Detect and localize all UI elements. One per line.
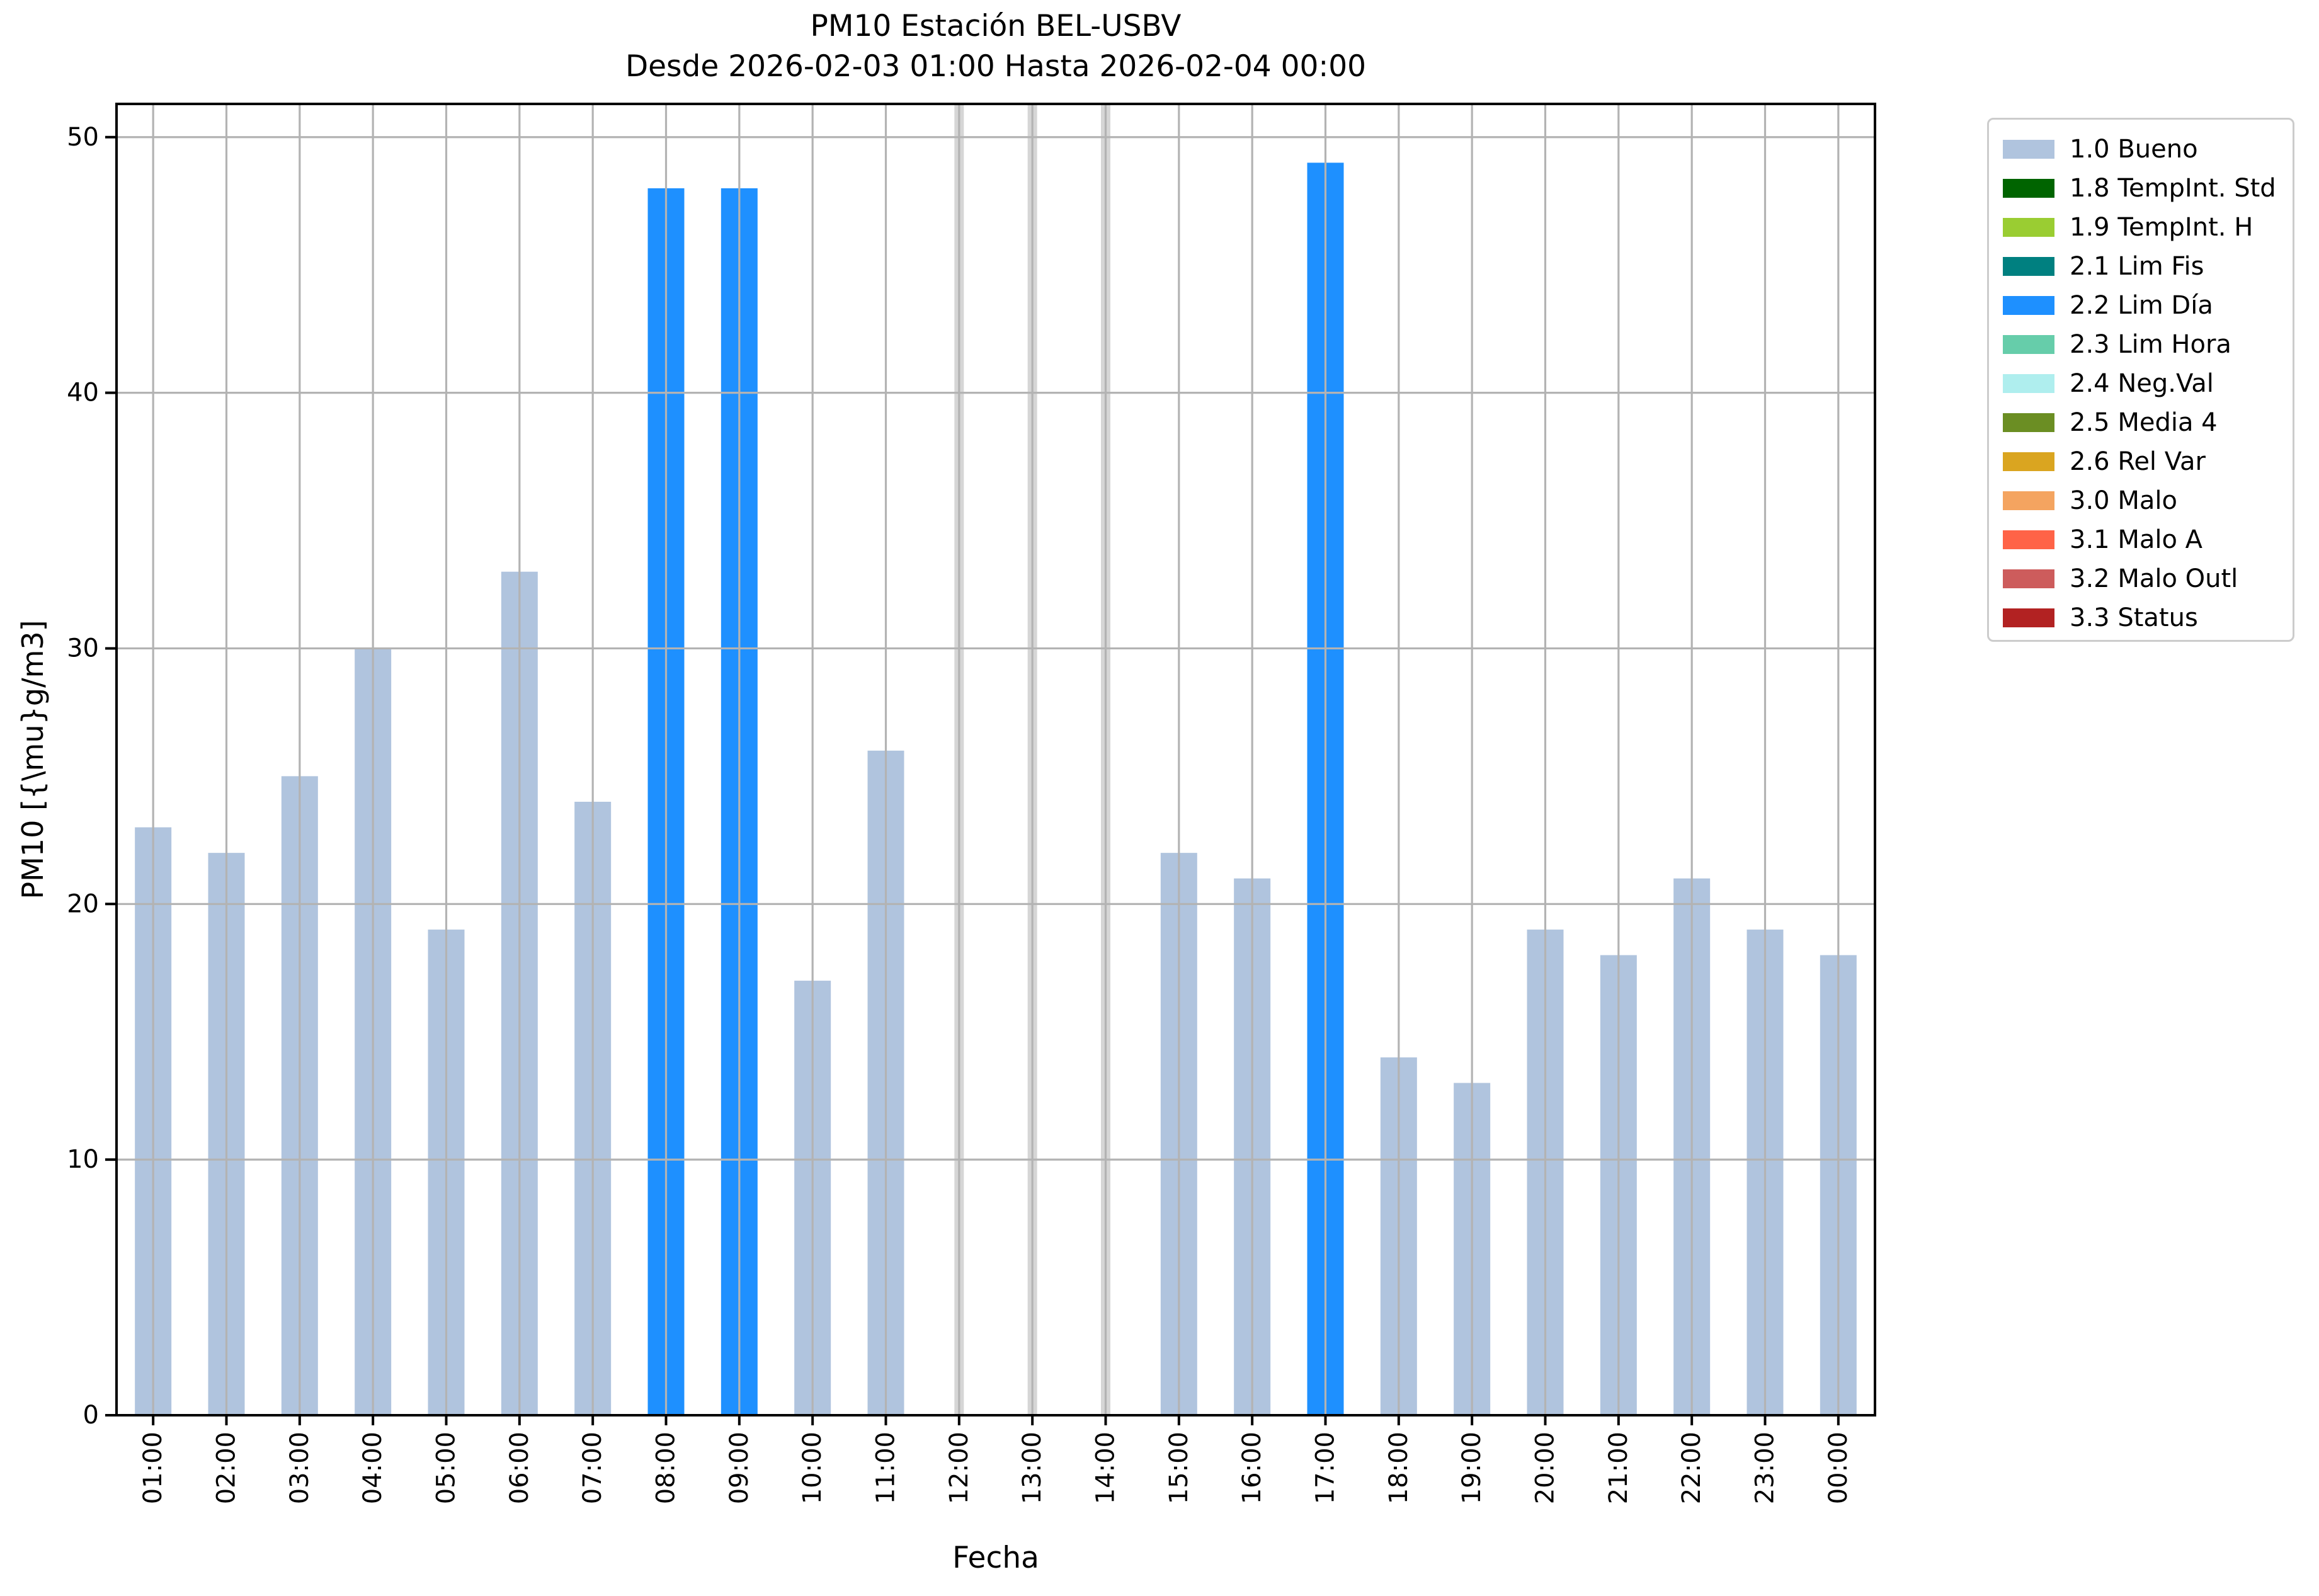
legend: 1.0 Bueno 1.8 TempInt. Std 1.9 TempInt. H 2…: [1987, 118, 2294, 642]
y-tick-label-20: 20: [67, 889, 99, 918]
legend-swatch-icon: [2003, 140, 2054, 159]
x-tick-label-00:00: 00:00: [1824, 1432, 1853, 1504]
x-tick-label-12:00: 12:00: [945, 1432, 974, 1504]
legend-item-label: 3.0 Malo: [2070, 486, 2177, 515]
x-tick-label-10:00: 10:00: [798, 1432, 827, 1504]
legend-item-label: 3.1 Malo A: [2070, 525, 2203, 554]
axes-border: [115, 103, 1876, 1416]
legend-swatch-icon: [2003, 413, 2054, 432]
x-tick-label-22:00: 22:00: [1677, 1432, 1706, 1504]
x-tick-label-18:00: 18:00: [1384, 1432, 1413, 1504]
legend-item: 1.8 TempInt. Std: [2003, 169, 2293, 208]
legend-item-label: 2.5 Media 4: [2070, 408, 2218, 437]
legend-item: 2.1 Lim Fis: [2003, 247, 2293, 286]
title-block: PM10 Estación BEL-USBV Desde 2026-02-03 …: [117, 6, 1875, 87]
y-tick-label-0: 0: [83, 1401, 99, 1430]
legend-item: 2.3 Lim Hora: [2003, 325, 2293, 364]
x-tick-label-20:00: 20:00: [1531, 1432, 1560, 1504]
legend-swatch-icon: [2003, 569, 2054, 588]
chart-title: PM10 Estación BEL-USBV: [810, 9, 1182, 43]
legend-swatch-icon: [2003, 452, 2054, 471]
legend-item: 2.2 Lim Día: [2003, 286, 2293, 325]
legend-item: 2.6 Rel Var: [2003, 442, 2293, 481]
x-axis-label: Fecha: [952, 1541, 1039, 1575]
x-tick-label-15:00: 15:00: [1165, 1432, 1194, 1504]
x-tick-label-21:00: 21:00: [1604, 1432, 1633, 1504]
chart-subtitle: Desde 2026-02-03 01:00 Hasta 2026-02-04 …: [625, 49, 1367, 84]
x-tick-label-04:00: 04:00: [358, 1432, 387, 1504]
x-tick-label-16:00: 16:00: [1238, 1432, 1267, 1504]
legend-swatch-icon: [2003, 179, 2054, 198]
x-tick-label-09:00: 09:00: [725, 1432, 754, 1504]
x-tick-label-07:00: 07:00: [578, 1432, 607, 1504]
legend-swatch-icon: [2003, 218, 2054, 237]
legend-swatch-icon: [2003, 608, 2054, 627]
legend-item-label: 2.1 Lim Fis: [2070, 252, 2204, 281]
x-tick-label-03:00: 03:00: [285, 1432, 314, 1504]
x-tick-label-14:00: 14:00: [1091, 1432, 1120, 1504]
x-tick-label-06:00: 06:00: [505, 1432, 534, 1504]
legend-swatch-icon: [2003, 374, 2054, 393]
legend-swatch-icon: [2003, 335, 2054, 354]
legend-swatch-icon: [2003, 257, 2054, 276]
x-tick-label-01:00: 01:00: [139, 1432, 168, 1504]
legend-item: 3.0 Malo: [2003, 481, 2293, 520]
legend-item-label: 3.3 Status: [2070, 603, 2198, 632]
legend-item-label: 2.2 Lim Día: [2070, 291, 2213, 320]
legend-item-label: 1.0 Bueno: [2070, 135, 2198, 164]
legend-item: 3.2 Malo Outl: [2003, 559, 2293, 598]
x-tick-label-08:00: 08:00: [652, 1432, 681, 1504]
legend-swatch-icon: [2003, 530, 2054, 549]
y-tick-label-30: 30: [67, 634, 99, 663]
legend-swatch-icon: [2003, 296, 2054, 315]
x-tick-label-11:00: 11:00: [872, 1432, 901, 1504]
legend-swatch-icon: [2003, 491, 2054, 510]
legend-item-label: 2.4 Neg.Val: [2070, 369, 2214, 398]
legend-item-label: 3.2 Malo Outl: [2070, 564, 2238, 593]
legend-item: 2.4 Neg.Val: [2003, 364, 2293, 403]
y-tick-label-50: 50: [67, 123, 99, 152]
legend-item: 2.5 Media 4: [2003, 403, 2293, 442]
x-tick-label-13:00: 13:00: [1018, 1432, 1047, 1504]
legend-item: 3.1 Malo A: [2003, 520, 2293, 559]
legend-item-label: 2.3 Lim Hora: [2070, 330, 2231, 359]
x-tick-label-17:00: 17:00: [1311, 1432, 1340, 1504]
x-tick-label-02:00: 02:00: [212, 1432, 241, 1504]
x-tick-label-05:00: 05:00: [432, 1432, 461, 1504]
y-tick-label-10: 10: [67, 1145, 99, 1174]
y-tick-label-40: 40: [67, 379, 99, 408]
x-tick-label-23:00: 23:00: [1751, 1432, 1780, 1504]
legend-item: 1.9 TempInt. H: [2003, 208, 2293, 247]
legend-item: 3.3 Status: [2003, 598, 2293, 637]
legend-item-label: 2.6 Rel Var: [2070, 447, 2206, 476]
legend-item-label: 1.8 TempInt. Std: [2070, 174, 2276, 203]
legend-item: 1.0 Bueno: [2003, 130, 2293, 169]
x-tick-label-19:00: 19:00: [1457, 1432, 1486, 1504]
legend-item-label: 1.9 TempInt. H: [2070, 213, 2253, 242]
